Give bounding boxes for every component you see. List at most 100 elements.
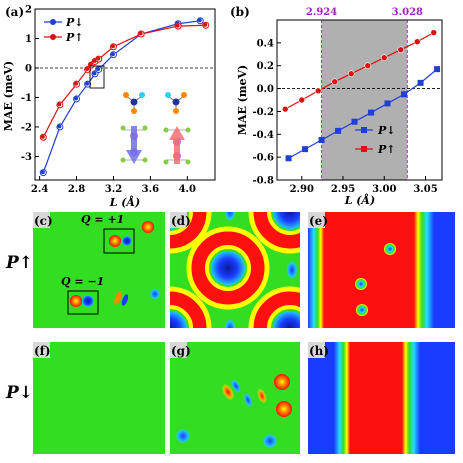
panel-label-a: (a)	[5, 5, 24, 19]
data-point-fill	[96, 56, 101, 61]
data-point	[347, 70, 355, 78]
map-e: (e)	[308, 212, 455, 328]
map-g: (g)	[170, 342, 300, 454]
panel-b-legend: P↓ P↑	[355, 124, 396, 156]
y-tick-label: 0	[25, 63, 32, 74]
y-axis-label-a: MAE (meV)	[2, 61, 15, 132]
data-point-fill	[92, 71, 97, 76]
annotation-q-minus: Q = −1	[61, 275, 104, 288]
data-point-fill	[57, 124, 62, 129]
data-point	[364, 62, 372, 70]
y-tick-label: -1	[21, 93, 32, 104]
panel-label-c: (c)	[34, 214, 53, 228]
data-point-fill	[138, 31, 143, 36]
series-line-p-up	[284, 32, 435, 110]
legend-label-p-down: P↓	[65, 16, 84, 29]
data-point	[397, 46, 405, 54]
data-point-fill	[88, 62, 93, 67]
x-tick-label: 3.6	[142, 184, 159, 195]
map-d: (d)	[170, 212, 300, 328]
data-point-fill	[40, 170, 45, 175]
data-point-fill	[85, 66, 90, 71]
panel-label-b: (b)	[230, 5, 250, 19]
x-tick-label: 2.8	[68, 184, 85, 195]
data-point-fill	[74, 81, 79, 86]
data-point	[401, 91, 408, 98]
polarization-down-icon	[120, 125, 148, 164]
map-c: Q = +1 Q = −1 (c)	[33, 212, 165, 328]
x-tick-label: 3.00	[372, 184, 396, 195]
data-point	[281, 105, 289, 113]
panel-b-frame	[276, 19, 443, 181]
panel-b-series	[281, 29, 441, 162]
annotation-q-plus: Q = +1	[81, 213, 124, 226]
data-point-fill	[110, 52, 115, 57]
data-point	[380, 54, 388, 62]
data-point-fill	[85, 81, 90, 86]
panel-label-h: (h)	[309, 344, 329, 358]
panel-label-d: (d)	[171, 214, 191, 228]
panel-label-g: (g)	[171, 344, 191, 358]
x-tick-label: 4.0	[179, 184, 196, 195]
x-axis-label-b: L (Å)	[344, 193, 376, 207]
x-tick-label: 2.90	[290, 184, 314, 195]
panel-a-ticks: 2.4 2.8 3.2 3.6 4.0 -3 -2 -1 0 1 2	[21, 5, 196, 196]
map-f: (f)	[33, 342, 165, 454]
row-label-p-down: P↓	[5, 383, 33, 403]
legend-label-p-up: P↑	[65, 31, 84, 44]
legend-label-b-up: P↑	[377, 143, 396, 156]
panel-b-ticks: 2.90 2.95 3.00 3.05 -0.8 -0.6 -0.4 -0.2 0.0 0.2 0.…	[252, 38, 437, 195]
y-tick-label: -2	[21, 122, 32, 133]
data-point	[413, 38, 421, 46]
polarization-up-icon	[163, 126, 191, 165]
data-point	[430, 29, 438, 36]
data-point-fill	[57, 102, 62, 107]
y-tick-label: 1	[25, 34, 32, 45]
map-h: (h)	[308, 342, 455, 454]
data-point	[351, 118, 358, 125]
x-axis-label-a: L (Å)	[109, 195, 141, 209]
x-tick-label: 2.95	[331, 184, 355, 195]
y-axis-label-b: MAE (meV)	[236, 65, 249, 136]
y-tick-label: -0.4	[252, 130, 274, 141]
y-tick-label: 0.0	[257, 84, 274, 95]
panel-a-chart: 2.4 2.8 3.2 3.6 4.0 -3 -2 -1 0 1 2	[2, 5, 216, 209]
x-tick-label: 2.4	[31, 184, 48, 195]
data-point	[331, 78, 339, 86]
panel-a-series	[39, 17, 210, 177]
panel-a-legend: P↓ P↑	[44, 16, 84, 44]
x-tick-label: 3.05	[413, 184, 437, 195]
y-tick-label: -0.8	[252, 176, 274, 187]
data-point	[434, 66, 441, 73]
legend-label-b-down: P↓	[377, 124, 396, 137]
y-tick-label: 0.4	[257, 38, 274, 49]
data-point	[302, 146, 309, 153]
band-label-left: 2.924	[306, 7, 337, 18]
data-point	[368, 109, 375, 116]
data-point-fill	[96, 66, 101, 71]
y-tick-label: 2	[25, 5, 32, 16]
series-line-p-down	[288, 68, 438, 159]
y-tick-label: 0.2	[257, 61, 274, 72]
data-point-fill	[175, 23, 180, 28]
panel-label-f: (f)	[34, 344, 51, 358]
data-point-fill	[110, 44, 115, 49]
data-point-fill	[40, 134, 45, 139]
y-tick-label: -0.6	[252, 153, 274, 164]
data-point-fill	[203, 22, 208, 27]
band-label-right: 3.028	[392, 7, 423, 18]
structure-inset	[120, 92, 191, 165]
molecule-right-icon	[165, 92, 187, 114]
data-point	[285, 155, 292, 162]
data-point-fill	[197, 18, 202, 23]
data-point	[314, 87, 322, 95]
data-point	[335, 127, 342, 134]
data-point	[318, 137, 325, 143]
x-tick-label: 3.2	[105, 184, 122, 195]
data-point	[384, 100, 391, 107]
data-point	[298, 96, 306, 104]
molecule-left-icon	[123, 92, 145, 114]
zoom-box	[89, 65, 105, 89]
y-tick-label: -3	[21, 152, 32, 163]
